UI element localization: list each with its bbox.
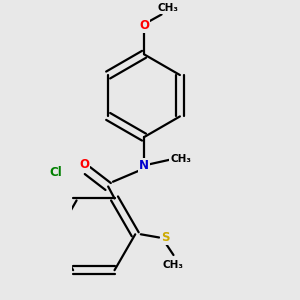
Text: CH₃: CH₃ xyxy=(170,154,191,164)
Text: O: O xyxy=(139,19,149,32)
Text: O: O xyxy=(79,158,89,171)
Text: CH₃: CH₃ xyxy=(158,3,178,13)
Text: N: N xyxy=(139,159,149,172)
Text: S: S xyxy=(161,231,170,244)
Text: CH₃: CH₃ xyxy=(163,260,184,270)
Text: Cl: Cl xyxy=(49,167,62,179)
